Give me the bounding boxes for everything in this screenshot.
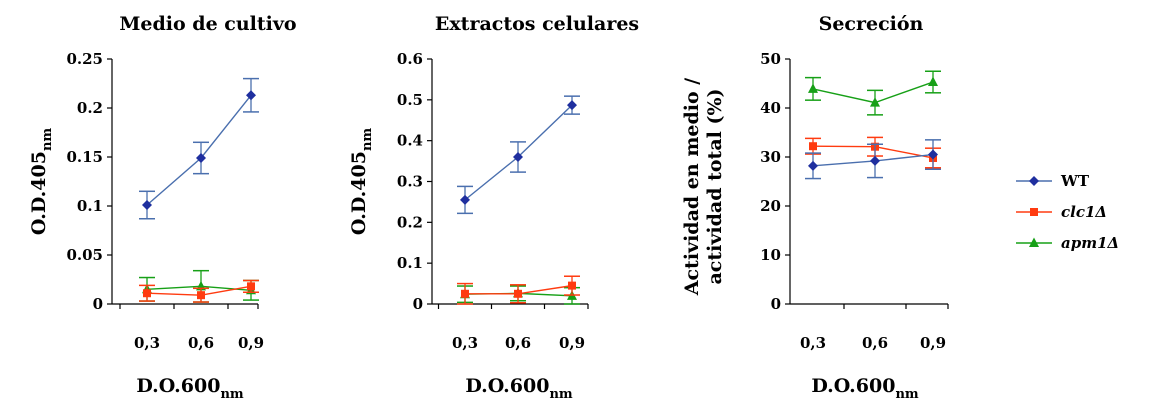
- chart-title: Secreción: [819, 13, 924, 35]
- data-point: [143, 289, 151, 298]
- series-apm1Δ: [805, 70, 941, 116]
- y-axis-label: O.D.405nm: [28, 128, 55, 236]
- x-tick-label: 0,3: [134, 334, 160, 352]
- data-point: [197, 291, 205, 300]
- data-point: [870, 97, 880, 107]
- series-WT: [457, 95, 580, 215]
- x-axis-label: D.O.600nm: [136, 375, 244, 401]
- legend-marker: [1029, 176, 1039, 186]
- x-axis-label: D.O.600nm: [465, 375, 573, 401]
- y-axis-label: O.D.405nm: [348, 128, 375, 236]
- y-tick-label: 0.5: [397, 91, 423, 109]
- y-tick-label: 30: [760, 148, 781, 166]
- y-axis-label-line1: Actividad en medio /: [681, 78, 703, 297]
- y-tick-label: 0.3: [397, 173, 423, 191]
- legend-marker: [1029, 237, 1039, 247]
- series-clc1Δ: [139, 279, 259, 303]
- chart-panel-2: Extractos celulares 0 0.1 0.2 0.3 0.4 0.5 0.6 0,…: [348, 13, 639, 401]
- y-tick-label: 0.15: [66, 148, 103, 166]
- x-tick-label: 0,9: [559, 334, 585, 352]
- data-point: [246, 90, 256, 101]
- y-axis-label-line2: actividad total (%): [704, 88, 726, 284]
- x-tick-label: 0,9: [238, 334, 264, 352]
- data-point: [809, 142, 817, 151]
- y-tick-label: 20: [760, 197, 781, 215]
- series-WT: [139, 77, 259, 220]
- x-tick-label: 0,3: [452, 334, 478, 352]
- y-tick-label: 0: [93, 295, 103, 313]
- y-tick-label: 0: [771, 295, 781, 313]
- y-axis-label-subscript: nm: [360, 128, 375, 151]
- data-point: [460, 194, 470, 205]
- x-tick-label: 0,3: [800, 334, 826, 352]
- data-point: [514, 289, 522, 298]
- data-point: [247, 282, 255, 291]
- data-point: [513, 152, 523, 162]
- chart-panel-1: Medio de cultivo 0 0.05 0.1 0.15 0.2 0.25 0,3 0,…: [28, 13, 297, 401]
- data-point: [808, 83, 818, 93]
- legend-item-clc1Δ: clc1Δ: [1016, 203, 1107, 221]
- legend-label: WT: [1060, 172, 1090, 190]
- y-tick-label: 10: [760, 246, 781, 264]
- y-tick-label: 0.25: [66, 50, 103, 68]
- data-point: [461, 289, 469, 298]
- y-tick-label: 0.2: [77, 99, 103, 117]
- legend-item-WT: WT: [1016, 172, 1090, 190]
- legend-item-apm1Δ: apm1Δ: [1016, 234, 1119, 252]
- chart-title: Extractos celulares: [435, 13, 639, 35]
- series-line: [146, 94, 252, 206]
- y-tick-label: 40: [760, 99, 781, 117]
- y-tick-label: 0.4: [397, 132, 423, 150]
- data-point: [928, 76, 938, 87]
- series-WT: [805, 139, 941, 180]
- series-clc1Δ: [457, 275, 580, 305]
- data-point: [142, 200, 152, 211]
- y-tick-label: 0.1: [77, 197, 103, 215]
- x-axis-label-subscript: nm: [220, 387, 243, 401]
- y-tick-label: 0: [413, 295, 423, 313]
- data-point: [808, 160, 818, 171]
- series-line: [812, 81, 934, 104]
- data-point: [928, 149, 938, 160]
- x-axis-label-subscript: nm: [895, 387, 918, 401]
- y-tick-label: 0.6: [397, 50, 423, 68]
- x-tick-label: 0,6: [862, 334, 888, 352]
- y-tick-label: 50: [760, 50, 781, 68]
- legend-label: clc1Δ: [1061, 203, 1107, 221]
- x-axis-label-subscript: nm: [549, 387, 572, 401]
- y-tick-label: 0.05: [66, 246, 103, 264]
- data-point: [567, 100, 577, 111]
- x-axis-label: D.O.600nm: [811, 375, 919, 401]
- legend-marker: [1030, 208, 1038, 216]
- legend-label: apm1Δ: [1061, 234, 1119, 252]
- data-point: [568, 281, 576, 290]
- x-tick-label: 0,9: [920, 334, 946, 352]
- chart-panel-3: Secreción 0 10 20 30 40 50 0,3 0,6 0,9 D.O.600nm Ac…: [681, 13, 949, 401]
- x-tick-label: 0,6: [505, 334, 531, 352]
- y-tick-label: 0.2: [397, 213, 423, 231]
- legend: WT clc1Δ apm1Δ: [1016, 172, 1119, 252]
- data-point: [196, 152, 206, 163]
- y-tick-label: 0.1: [397, 254, 423, 272]
- x-tick-label: 0,6: [188, 334, 214, 352]
- y-axis-label-subscript: nm: [40, 128, 55, 151]
- data-point: [870, 155, 880, 166]
- chart-title: Medio de cultivo: [119, 13, 296, 35]
